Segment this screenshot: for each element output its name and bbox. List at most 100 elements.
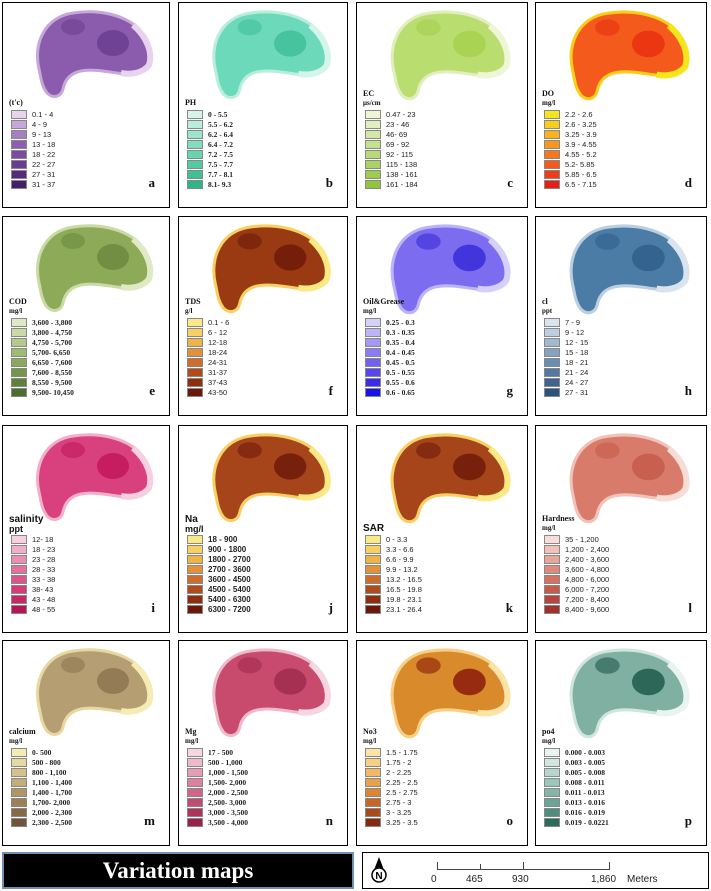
legend-label: 6.2 - 6.4 bbox=[208, 129, 233, 139]
legend-label: 17 - 500 bbox=[208, 747, 233, 757]
legend-label: 6 - 12 bbox=[208, 327, 228, 337]
legend-label: 9.9 - 13.2 bbox=[386, 564, 418, 574]
legend-label: 24 - 27 bbox=[565, 377, 589, 387]
legend-row: 27 - 31 bbox=[11, 169, 55, 179]
legend-label: 12- 18 bbox=[32, 534, 54, 544]
legend-label: 7.5 - 7.7 bbox=[208, 159, 233, 169]
legend-label: 12 - 15 bbox=[565, 337, 589, 347]
lake-edge-zone bbox=[655, 446, 690, 502]
legend-row: 43 - 48 bbox=[11, 594, 55, 604]
lake-map-g bbox=[390, 224, 511, 315]
legend-swatch bbox=[187, 317, 203, 327]
legend-row: 0.3 - 0.35 bbox=[365, 327, 415, 337]
lake-edge-zone bbox=[297, 660, 331, 716]
legend-swatch bbox=[187, 747, 203, 757]
scale-tick bbox=[480, 864, 481, 870]
legend-row: 1800 - 2700 bbox=[187, 554, 251, 564]
high-value-zone bbox=[97, 30, 129, 56]
legend-swatch bbox=[187, 767, 203, 777]
legend-row: 9 - 13 bbox=[11, 129, 55, 139]
secondary-zone bbox=[595, 442, 620, 459]
secondary-zone bbox=[416, 657, 441, 674]
legend-swatch bbox=[187, 159, 203, 169]
legend-unit: ppt bbox=[9, 524, 23, 534]
legend-swatch bbox=[11, 564, 27, 574]
legend-row: 8.1- 9.3 bbox=[187, 179, 233, 189]
legend-label: 1.75 - 2 bbox=[386, 757, 412, 767]
legend-row: 13.2 - 16.5 bbox=[365, 574, 422, 584]
legend-swatch bbox=[544, 604, 560, 614]
legend-row: 31-37 bbox=[187, 367, 229, 377]
legend-label: 900 - 1800 bbox=[208, 544, 247, 554]
legend-title: No3 bbox=[363, 727, 377, 736]
legend-swatch bbox=[187, 149, 203, 159]
legend-row: 6.5 - 7.15 bbox=[544, 179, 597, 189]
legend-swatch bbox=[365, 604, 381, 614]
legend-swatch bbox=[365, 347, 381, 357]
legend-label: 0.25 - 0.3 bbox=[386, 317, 415, 327]
legend-row: 4,750 - 5,700 bbox=[11, 337, 74, 347]
legend-row: 9.9 - 13.2 bbox=[365, 564, 422, 574]
map-panel-b: PH 0 - 5.5 5.5 - 6.2 6.2 - 6.4 6.4 - 7.2 7.2 … bbox=[178, 2, 348, 208]
legend-unit: mg/l bbox=[542, 99, 556, 107]
legend-row: 4.55 - 5.2 bbox=[544, 149, 597, 159]
legend-swatch bbox=[365, 149, 381, 159]
map-panel-n: Mg mg/l 17 - 500 500 - 1,000 1,000 - 1,500 1,… bbox=[178, 640, 348, 846]
legend-swatch bbox=[187, 377, 203, 387]
legend-row: 6.4 - 7.2 bbox=[187, 139, 233, 149]
scale-tick bbox=[609, 862, 610, 870]
legend-swatch bbox=[544, 817, 560, 827]
legend-row: 0.55 - 0.6 bbox=[365, 377, 415, 387]
legend-label: 12-18 bbox=[208, 337, 228, 347]
legend-row: 2.6 - 3.25 bbox=[544, 119, 597, 129]
legend-label: 115 - 138 bbox=[386, 159, 418, 169]
legend-label: 6.5 - 7.15 bbox=[565, 179, 597, 189]
legend-row: 2,300 - 2,500 bbox=[11, 817, 72, 827]
high-value-zone bbox=[632, 244, 665, 272]
legend-title: salinity bbox=[9, 514, 44, 525]
legend-swatch bbox=[544, 387, 560, 397]
caption-banner: Variation maps bbox=[2, 852, 354, 889]
legend-label: 6.6 - 9.9 bbox=[386, 554, 414, 564]
legend-swatch bbox=[187, 787, 203, 797]
legend: 17 - 500 500 - 1,000 1,000 - 1,500 1,500- 2… bbox=[187, 747, 248, 827]
secondary-zone bbox=[595, 19, 620, 36]
legend-row: 0.47 - 23 bbox=[365, 109, 418, 119]
legend-row: 31 - 37 bbox=[11, 179, 55, 189]
legend-swatch bbox=[187, 534, 203, 544]
legend-swatch bbox=[365, 357, 381, 367]
legend-label: 43 - 48 bbox=[32, 594, 56, 604]
legend-swatch bbox=[365, 139, 381, 149]
legend-swatch bbox=[11, 179, 27, 189]
legend-swatch bbox=[11, 169, 27, 179]
legend: 0.25 - 0.3 0.3 - 0.35 0.35 - 0.4 0.4 - 0.45… bbox=[365, 317, 415, 397]
legend-swatch bbox=[544, 797, 560, 807]
lake-edge-zone bbox=[476, 661, 511, 717]
legend-row: 900 - 1800 bbox=[187, 544, 251, 554]
legend-title: PH bbox=[185, 98, 197, 107]
legend-swatch bbox=[544, 594, 560, 604]
legend-row: 13 - 18 bbox=[11, 139, 55, 149]
map-panel-p: po4 mg/l 0.000 - 0.003 0.003 - 0.005 0.005 -… bbox=[535, 640, 707, 846]
panel-letter: b bbox=[325, 175, 333, 190]
legend-label: 5.85 - 6.5 bbox=[565, 169, 597, 179]
legend-row: 18 - 900 bbox=[187, 534, 251, 544]
legend-row: 0.013 - 0.016 bbox=[544, 797, 609, 807]
legend-label: 4,800 - 6,000 bbox=[565, 574, 610, 584]
secondary-zone bbox=[237, 19, 262, 36]
legend-label: 2700 - 3600 bbox=[208, 564, 251, 574]
legend-row: 15 - 18 bbox=[544, 347, 588, 357]
legend-row: 3,600 - 3,800 bbox=[11, 317, 74, 327]
lake-edge-zone bbox=[297, 236, 331, 292]
legend-label: 500 - 1,000 bbox=[208, 757, 243, 767]
legend-label: 3.25 - 3.5 bbox=[386, 817, 418, 827]
legend-label: 8.1- 9.3 bbox=[208, 179, 232, 189]
legend-row: 38- 43 bbox=[11, 584, 55, 594]
legend-swatch bbox=[365, 797, 381, 807]
legend-row: 6.2 - 6.4 bbox=[187, 129, 233, 139]
legend-row: 21 - 24 bbox=[544, 367, 588, 377]
legend-label: 46- 69 bbox=[386, 129, 408, 139]
map-panel-l: Hardness mg/l 35 - 1,200 1,200 - 2,400 2,400… bbox=[535, 425, 707, 633]
legend-title: cl bbox=[542, 297, 548, 306]
legend-swatch bbox=[544, 807, 560, 817]
